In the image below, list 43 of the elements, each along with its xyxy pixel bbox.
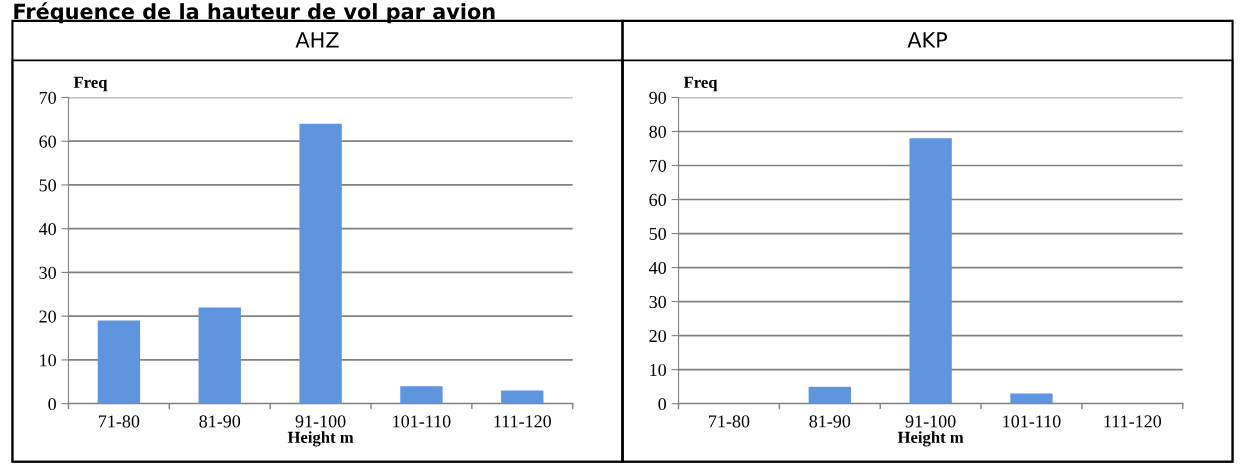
y-tick-label: 20 <box>39 310 56 323</box>
bar <box>198 307 241 404</box>
y-tick-label: 50 <box>39 179 56 192</box>
y-tick-label: 60 <box>39 135 56 148</box>
bar <box>1010 393 1053 404</box>
x-tick-label: 111-120 <box>1104 415 1162 428</box>
y-tick-label: 50 <box>649 227 667 240</box>
x-tick-label: 101-110 <box>393 415 451 428</box>
x-tick-label: 81-90 <box>199 415 241 428</box>
x-tick-label: 101-110 <box>1003 415 1061 428</box>
y-tick-label: 60 <box>649 193 667 206</box>
bar <box>501 390 544 404</box>
y-axis-title: Freq <box>683 76 718 92</box>
x-tick-label: 71-80 <box>709 415 750 428</box>
y-tick-label: 0 <box>658 397 667 411</box>
y-tick-label: 0 <box>48 397 56 411</box>
text: Fréquence de la hauteur de vol par avion <box>14 2 495 24</box>
y-tick-label: 30 <box>39 266 56 279</box>
y-tick-label: 70 <box>39 91 56 104</box>
y-tick-label: 40 <box>649 261 667 275</box>
chart-title: AHZ <box>295 32 339 48</box>
y-tick-label: 10 <box>40 354 56 367</box>
x-tick-label: 111-120 <box>494 415 551 428</box>
y-tick-label: 10 <box>650 363 667 377</box>
y-axis-title: Freq <box>73 76 108 92</box>
bar <box>400 386 443 404</box>
y-tick-label: 20 <box>649 329 667 343</box>
y-tick-label: 90 <box>649 91 667 104</box>
bar <box>97 320 141 404</box>
chart-title: AKP <box>907 32 948 48</box>
x-axis-title: Height m <box>287 431 354 447</box>
x-tick-label: 71-80 <box>99 415 140 428</box>
bar <box>299 123 342 404</box>
bar <box>808 386 851 404</box>
x-tick-label: 91-100 <box>295 415 346 428</box>
y-tick-label: 70 <box>649 159 667 172</box>
x-axis-title: Height m <box>897 431 964 447</box>
y-tick-label: 80 <box>649 125 667 138</box>
y-tick-label: 30 <box>649 295 667 309</box>
bar <box>909 138 952 404</box>
y-tick-label: 40 <box>38 222 56 236</box>
x-tick-label: 81-90 <box>809 415 851 428</box>
x-tick-label: 91-100 <box>905 415 956 428</box>
